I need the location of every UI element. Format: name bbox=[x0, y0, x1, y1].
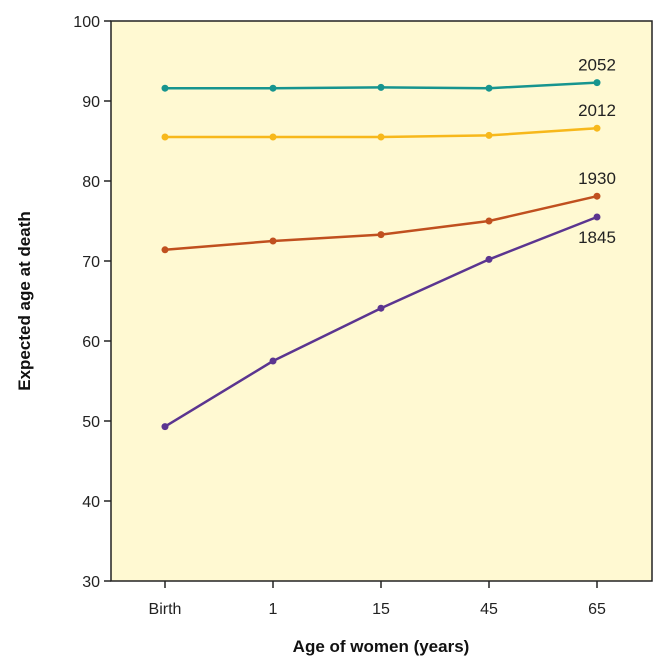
data-point-2012 bbox=[593, 124, 601, 132]
series-label-2052: 2052 bbox=[578, 56, 616, 75]
data-point-1930 bbox=[161, 246, 169, 254]
data-point-1845 bbox=[485, 255, 493, 263]
data-point-1845 bbox=[593, 213, 601, 221]
data-point-1930 bbox=[269, 237, 277, 245]
series-layer: 2052 2012 1930 1845 bbox=[161, 56, 616, 431]
x-tick-label: 1 bbox=[269, 601, 278, 618]
data-point-2052 bbox=[269, 84, 277, 92]
y-tick-label: 90 bbox=[82, 94, 100, 111]
data-point-1845 bbox=[377, 304, 385, 312]
plot-area bbox=[110, 20, 653, 582]
x-tick-label: 65 bbox=[588, 601, 606, 618]
y-tick-label: 30 bbox=[82, 574, 100, 591]
data-point-2012 bbox=[377, 133, 385, 141]
y-axis: 30 40 50 60 70 80 90 100 bbox=[73, 14, 111, 591]
data-point-2012 bbox=[269, 133, 277, 141]
x-axis-title: Age of women (years) bbox=[293, 637, 470, 656]
y-tick-label: 100 bbox=[73, 14, 100, 31]
series-label-1930: 1930 bbox=[578, 169, 616, 188]
x-axis: Birth 1 15 45 65 bbox=[149, 581, 606, 618]
data-point-1930 bbox=[377, 231, 385, 239]
series-label-1845: 1845 bbox=[578, 228, 616, 247]
y-tick-label: 60 bbox=[82, 334, 100, 351]
data-point-2052 bbox=[161, 84, 169, 92]
series-label-2012: 2012 bbox=[578, 101, 616, 120]
data-point-1930 bbox=[593, 192, 601, 200]
y-tick-label: 40 bbox=[82, 494, 100, 511]
x-tick-label: 15 bbox=[372, 601, 390, 618]
data-point-2012 bbox=[161, 133, 169, 141]
x-tick-label: Birth bbox=[149, 601, 182, 618]
data-point-1930 bbox=[485, 217, 493, 225]
x-tick-label: 45 bbox=[480, 601, 498, 618]
y-tick-label: 70 bbox=[82, 254, 100, 271]
y-tick-label: 50 bbox=[82, 414, 100, 431]
data-point-1845 bbox=[161, 423, 169, 431]
y-axis-title: Expected age at death bbox=[15, 211, 34, 391]
data-point-2012 bbox=[485, 131, 493, 139]
data-point-1845 bbox=[269, 357, 277, 365]
data-point-2052 bbox=[485, 84, 493, 92]
y-tick-label: 80 bbox=[82, 174, 100, 191]
data-point-2052 bbox=[377, 83, 385, 91]
data-point-2052 bbox=[593, 79, 601, 87]
